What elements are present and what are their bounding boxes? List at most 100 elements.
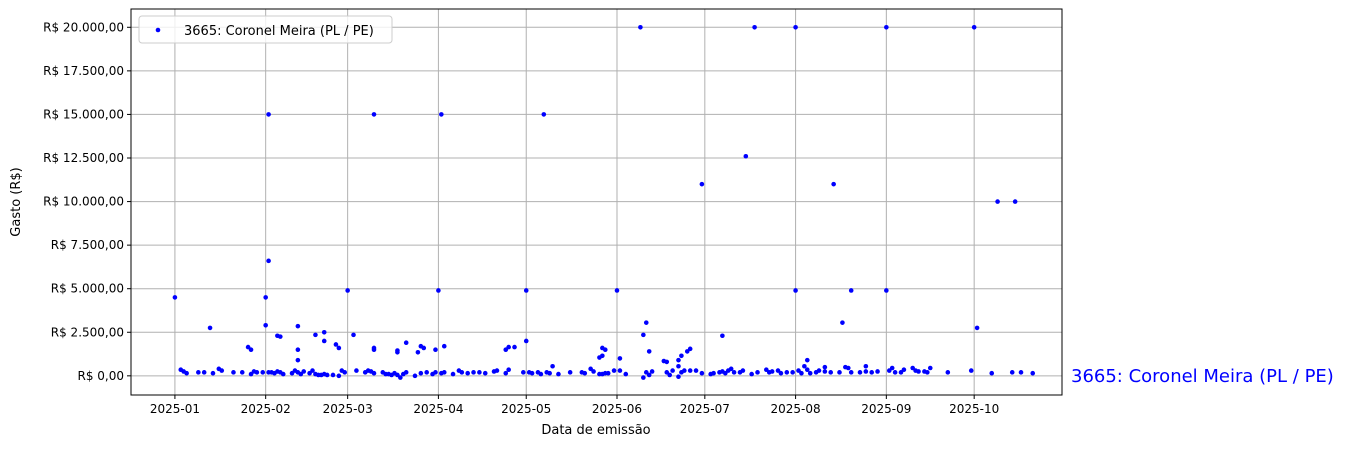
data-points: [172, 24, 1036, 380]
data-point: [646, 349, 652, 354]
y-axis-ticks: R$ 0,00 R$ 2.500,00 R$ 5.000,00 R$ 7.500,00…: [43, 20, 131, 383]
data-point: [330, 372, 336, 378]
data-point: [418, 370, 424, 376]
data-point: [837, 370, 842, 375]
data-point: [371, 347, 377, 352]
data-point: [529, 370, 535, 376]
data-point: [321, 338, 327, 344]
legend-label: 3665: Coronel Meira (PL / PE): [184, 24, 374, 39]
data-point: [263, 295, 268, 300]
data-point: [556, 371, 561, 377]
x-tick-label: 2025-03: [323, 402, 373, 416]
data-point: [945, 370, 951, 375]
data-point: [845, 365, 851, 371]
data-point: [989, 370, 995, 376]
x-tick-label: 2025-10: [949, 402, 999, 416]
x-tick-label: 2025-08: [771, 402, 821, 416]
data-point: [743, 153, 749, 159]
data-point: [617, 368, 623, 373]
x-tick-label: 2025-06: [592, 402, 642, 416]
legend-marker: [155, 27, 161, 33]
data-point: [295, 347, 301, 352]
data-point: [541, 112, 547, 117]
data-point: [828, 370, 834, 375]
data-point: [333, 342, 339, 347]
y-tick-label: R$ 7.500,00: [51, 238, 124, 252]
data-point: [482, 370, 488, 376]
data-point: [778, 370, 784, 376]
data-point: [219, 368, 225, 373]
data-point: [925, 370, 930, 375]
data-point: [670, 368, 675, 373]
data-point: [324, 372, 330, 378]
x-tick-label: 2025-07: [680, 402, 730, 416]
y-tick-label: R$ 2.500,00: [51, 325, 124, 339]
data-point: [793, 24, 798, 30]
data-point: [459, 370, 465, 375]
data-point: [1012, 199, 1018, 204]
data-point: [664, 359, 670, 365]
data-point: [898, 370, 904, 375]
data-point: [910, 365, 915, 371]
data-point: [802, 363, 807, 369]
data-point: [822, 364, 828, 370]
data-point: [403, 340, 409, 346]
data-point: [623, 371, 629, 377]
x-tick-label: 2025-02: [241, 402, 291, 416]
data-point: [884, 24, 889, 30]
data-point: [927, 365, 933, 371]
data-point: [588, 366, 593, 372]
data-point: [436, 288, 441, 293]
data-point: [687, 368, 693, 373]
data-point: [403, 370, 409, 375]
data-point: [336, 345, 342, 351]
data-point: [687, 346, 693, 352]
data-point: [336, 373, 342, 379]
data-point: [248, 371, 254, 377]
data-point: [790, 370, 795, 375]
data-point: [848, 370, 854, 375]
data-point: [667, 372, 672, 378]
y-tick-label: R$ 5.000,00: [51, 282, 124, 296]
data-point: [863, 363, 869, 369]
data-point: [506, 367, 511, 373]
y-tick-label: R$ 15.000,00: [43, 107, 124, 121]
data-point: [371, 112, 377, 117]
data-point: [796, 368, 801, 373]
data-point: [822, 369, 828, 374]
x-axis-ticks: 2025-01 2025-02 2025-03 2025-04 2025-05 2025-…: [150, 395, 999, 416]
data-point: [424, 370, 429, 375]
data-point: [201, 370, 207, 375]
data-point: [755, 370, 760, 375]
data-point: [395, 350, 400, 355]
data-point: [263, 322, 268, 328]
x-tick-label: 2025-05: [501, 402, 551, 416]
data-point: [641, 375, 646, 380]
data-point: [857, 370, 863, 375]
data-point: [749, 371, 754, 377]
data-point: [351, 332, 356, 338]
data-point: [775, 368, 781, 373]
data-point: [441, 370, 447, 375]
data-point: [582, 370, 588, 376]
y-tick-label: R$ 12.500,00: [43, 151, 124, 165]
data-point: [310, 368, 315, 373]
data-point: [723, 370, 728, 376]
data-point: [313, 332, 318, 338]
data-point: [731, 370, 737, 375]
data-point: [433, 347, 438, 352]
data-point: [617, 356, 623, 361]
data-point: [538, 371, 544, 377]
data-point: [676, 363, 681, 369]
data-point: [646, 372, 652, 378]
data-point: [611, 368, 617, 373]
data-point: [254, 370, 260, 375]
data-point: [764, 367, 769, 373]
x-axis-label: Data de emissão: [541, 423, 650, 438]
data-point: [298, 371, 304, 377]
y-tick-label: R$ 17.500,00: [43, 64, 124, 78]
data-point: [321, 329, 327, 335]
data-point: [693, 368, 699, 373]
data-point: [494, 368, 500, 373]
data-point: [676, 374, 681, 380]
